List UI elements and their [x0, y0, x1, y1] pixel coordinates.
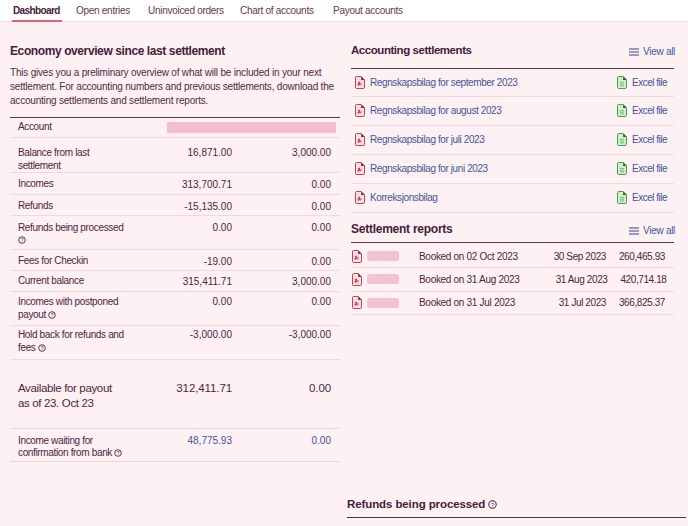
svg-text:?: ? — [117, 450, 120, 456]
svg-text:?: ? — [41, 345, 44, 351]
svg-text:?: ? — [51, 312, 54, 318]
svg-text:?: ? — [491, 501, 495, 507]
svg-text:?: ? — [21, 237, 24, 243]
